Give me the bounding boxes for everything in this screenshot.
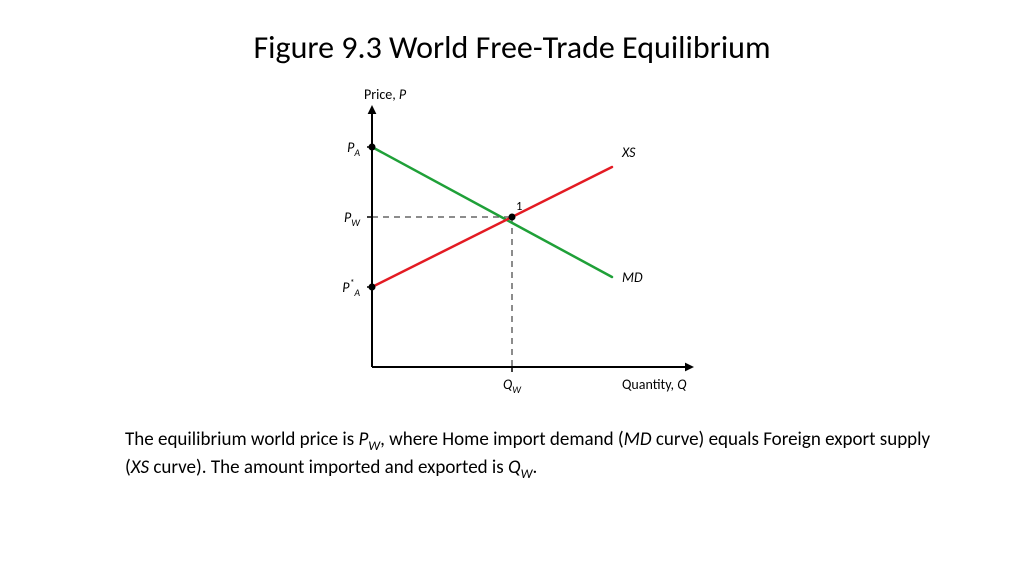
caption-text-1: The equilibrium world price is xyxy=(125,428,358,451)
svg-text:1: 1 xyxy=(516,199,522,214)
svg-text:Quantity, Q: Quantity, Q xyxy=(622,376,687,393)
svg-text:PA: PA xyxy=(347,139,360,159)
caption-text-2: , where Home import demand ( xyxy=(380,428,624,451)
caption-text-4: curve). The amount imported and exported… xyxy=(149,456,508,479)
caption-text-5: . xyxy=(532,456,537,479)
caption-md: MD xyxy=(624,428,652,451)
caption-pw-main: P xyxy=(358,428,368,451)
caption-pw-sub: W xyxy=(368,437,380,454)
caption-qw-main: Q xyxy=(508,456,521,479)
chart-area: PA PW P*A QW Price, P Quantity, Q XS MD 1 xyxy=(292,77,732,417)
svg-text:MD: MD xyxy=(622,269,643,286)
svg-text:P*A: P*A xyxy=(342,277,360,299)
svg-text:PW: PW xyxy=(344,209,361,229)
figure-title: Figure 9.3 World Free-Trade Equilibrium xyxy=(253,28,770,67)
svg-text:QW: QW xyxy=(503,376,522,396)
svg-text:Price, P: Price, P xyxy=(364,86,407,103)
equilibrium-chart: PA PW P*A QW Price, P Quantity, Q XS MD 1 xyxy=(292,77,732,417)
figure-caption: The equilibrium world price is PW, where… xyxy=(125,427,934,482)
caption-qw-sub: W xyxy=(521,465,533,482)
caption-xs: XS xyxy=(131,456,149,479)
svg-text:XS: XS xyxy=(621,144,636,161)
